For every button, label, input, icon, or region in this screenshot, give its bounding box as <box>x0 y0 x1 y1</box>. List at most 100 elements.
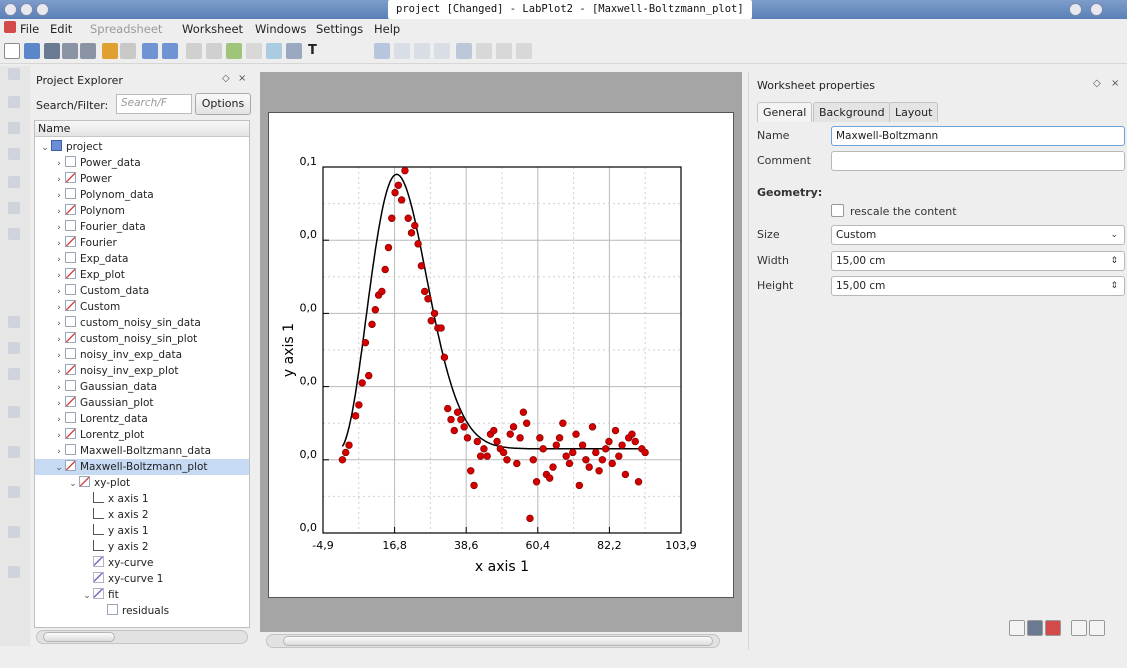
expand-arrow-icon[interactable]: › <box>57 159 61 169</box>
float-properties-icon[interactable]: ◇ <box>1093 78 1101 89</box>
save-template-icon[interactable] <box>1027 620 1043 636</box>
redo-icon[interactable] <box>120 43 136 59</box>
worksheet-page[interactable]: -4,9 16,8 38,6 60,4 82,2 103,9 0,0 0,0 0,0 0,0 0,0… <box>268 112 734 598</box>
zoom-icon[interactable] <box>516 43 532 59</box>
tree-column-header[interactable]: Name <box>35 121 249 137</box>
tree-item[interactable]: › noisy_inv_exp_plot <box>35 363 249 379</box>
expand-arrow-icon[interactable]: ⌄ <box>83 591 91 601</box>
tree-item[interactable]: › Exp_plot <box>35 267 249 283</box>
menu-file[interactable]: File <box>20 22 40 36</box>
new-folder-icon[interactable] <box>142 43 158 59</box>
expand-arrow-icon[interactable]: › <box>57 175 61 185</box>
tree-item[interactable]: › Power_data <box>35 155 249 171</box>
tree-item[interactable]: › Custom <box>35 299 249 315</box>
strip-icon-3[interactable] <box>8 122 20 134</box>
comment-field[interactable] <box>831 151 1125 171</box>
size-select[interactable]: Custom ⌄ <box>831 225 1125 245</box>
strip-icon-7[interactable] <box>8 228 20 240</box>
new-matrix-icon[interactable] <box>206 43 222 59</box>
explorer-horizontal-scrollbar[interactable] <box>36 630 248 644</box>
tree-item[interactable]: xy-curve 1 <box>35 571 249 587</box>
tree-item[interactable]: › Fourier <box>35 235 249 251</box>
menu-help[interactable]: Help <box>374 22 401 36</box>
undo-icon[interactable] <box>102 43 118 59</box>
expand-arrow-icon[interactable]: › <box>57 255 61 265</box>
print-preview-icon[interactable] <box>80 43 96 59</box>
tab-layout[interactable]: Layout <box>889 102 939 122</box>
tree-item[interactable]: › Fourier_data <box>35 219 249 235</box>
open-icon[interactable] <box>24 43 40 59</box>
expand-arrow-icon[interactable]: › <box>57 239 61 249</box>
keep-above-icon[interactable] <box>20 3 33 16</box>
expand-arrow-icon[interactable]: ⌄ <box>55 463 63 473</box>
strip-icon-2[interactable] <box>8 96 20 108</box>
layout-horizontal-icon[interactable] <box>394 43 410 59</box>
float-panel-icon[interactable]: ◇ <box>222 73 230 84</box>
menu-settings[interactable]: Settings <box>316 22 364 36</box>
menu-windows[interactable]: Windows <box>255 22 307 36</box>
close-panel-icon[interactable]: × <box>238 73 247 84</box>
new-workbook-icon[interactable] <box>162 43 178 59</box>
expand-arrow-icon[interactable]: › <box>57 207 61 217</box>
tree-item[interactable]: ⌄ fit <box>35 587 249 603</box>
tab-background[interactable]: Background <box>813 102 891 122</box>
strip-icon-10[interactable] <box>8 368 20 380</box>
tree-item[interactable]: › Power <box>35 171 249 187</box>
new-template-icon[interactable] <box>1009 620 1025 636</box>
tree-item[interactable]: ⌄ xy-plot <box>35 475 249 491</box>
tree-item[interactable]: y axis 1 <box>35 523 249 539</box>
expand-arrow-icon[interactable]: › <box>57 271 61 281</box>
layout-vertical-icon[interactable] <box>374 43 390 59</box>
strip-icon-12[interactable] <box>8 446 20 458</box>
menu-edit[interactable]: Edit <box>50 22 73 36</box>
strip-icon-14[interactable] <box>8 526 20 538</box>
expand-arrow-icon[interactable]: › <box>57 415 61 425</box>
tree-item[interactable]: › Polynom_data <box>35 187 249 203</box>
explorer-scroll-thumb[interactable] <box>43 632 115 642</box>
expand-arrow-icon[interactable]: › <box>57 367 61 377</box>
expand-arrow-icon[interactable]: › <box>57 335 61 345</box>
new-project-icon[interactable] <box>4 43 20 59</box>
tab-general[interactable]: General <box>757 102 813 122</box>
new-plot-icon[interactable] <box>266 43 282 59</box>
tree-item[interactable]: xy-curve <box>35 555 249 571</box>
menu-spreadsheet[interactable]: Spreadsheet <box>90 22 163 36</box>
rescale-checkbox[interactable] <box>831 204 844 217</box>
minimize-icon[interactable] <box>1069 3 1082 16</box>
height-spinbox[interactable]: 15,00 cm ⇕ <box>831 276 1125 296</box>
shade-icon[interactable] <box>36 3 49 16</box>
strip-icon-11[interactable] <box>8 406 20 418</box>
worksheet-horizontal-scrollbar[interactable] <box>266 634 720 648</box>
options-button[interactable]: Options <box>195 93 251 115</box>
expand-arrow-icon[interactable]: › <box>57 287 61 297</box>
expand-arrow-icon[interactable]: › <box>57 303 61 313</box>
expand-arrow-icon[interactable]: › <box>57 319 61 329</box>
navigation-mode-icon[interactable] <box>476 43 492 59</box>
worksheet-view[interactable]: -4,9 16,8 38,6 60,4 82,2 103,9 0,0 0,0 0,0 0,0 0,0… <box>260 72 742 632</box>
app-menu-icon[interactable] <box>4 3 17 16</box>
expand-arrow-icon[interactable]: › <box>57 447 61 457</box>
strip-icon-1[interactable] <box>8 68 20 80</box>
spin-arrows-icon[interactable]: ⇕ <box>1110 256 1118 266</box>
expand-arrow-icon[interactable]: ⌄ <box>41 143 49 153</box>
strip-icon-8[interactable] <box>8 316 20 328</box>
tree-item[interactable]: y axis 2 <box>35 539 249 555</box>
new-worksheet-icon[interactable] <box>226 43 242 59</box>
strip-icon-4[interactable] <box>8 148 20 160</box>
worksheet-scroll-thumb[interactable] <box>283 636 713 646</box>
layout-grid-icon[interactable] <box>414 43 430 59</box>
close-properties-icon[interactable]: × <box>1111 78 1120 89</box>
search-input[interactable]: Search/F <box>116 94 192 114</box>
paste-icon[interactable] <box>1089 620 1105 636</box>
strip-icon-5[interactable] <box>8 176 20 188</box>
tree-item[interactable]: ⌄ Maxwell-Boltzmann_plot <box>35 459 249 475</box>
strip-icon-6[interactable] <box>8 202 20 214</box>
maxwell-boltzmann-chart[interactable]: -4,9 16,8 38,6 60,4 82,2 103,9 0,0 0,0 0,0 0,0 0,0… <box>269 113 735 599</box>
new-spreadsheet-icon[interactable] <box>186 43 202 59</box>
name-field[interactable]: Maxwell-Boltzmann <box>831 126 1125 146</box>
tree-item[interactable]: x axis 1 <box>35 491 249 507</box>
strip-icon-9[interactable] <box>8 342 20 354</box>
break-layout-icon[interactable] <box>434 43 450 59</box>
tree-item[interactable]: residuals <box>35 603 249 619</box>
tree-item[interactable]: › Polynom <box>35 203 249 219</box>
